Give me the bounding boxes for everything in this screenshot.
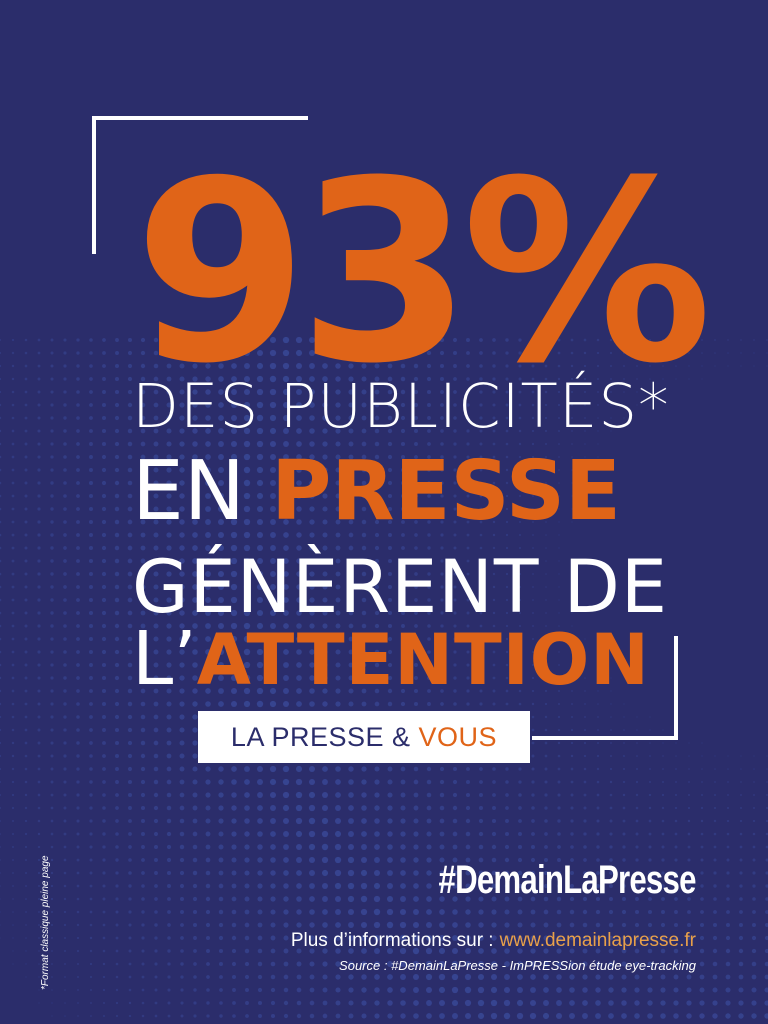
- more-info-label: Plus d’informations sur :: [290, 930, 494, 951]
- headline-line-4: L’ATTENTION: [132, 618, 650, 701]
- badge-part-1: LA PRESSE: [230, 721, 385, 752]
- corner-bracket-top-left: [92, 116, 308, 254]
- source-note: Source : #DemainLaPresse - ImPRESSion ét…: [339, 958, 696, 973]
- hashtag: #DemainLaPresse: [438, 858, 697, 902]
- badge-part-2: VOUS: [418, 721, 498, 752]
- website-link[interactable]: www.demainlapresse.fr: [499, 930, 696, 951]
- headline-line-1: DES PUBLICITÉS*: [132, 371, 670, 442]
- more-info-line: Plus d’informations sur : www.demainlapre…: [291, 930, 696, 952]
- headline-line-2-prefix: EN: [132, 444, 272, 539]
- badge-ampersand: &: [392, 721, 411, 752]
- headline-line-2: EN PRESSE: [132, 446, 621, 538]
- headline-line-3: GÉNÈRENT DE: [132, 545, 669, 630]
- headline-line-4-highlight: ATTENTION: [196, 619, 650, 701]
- headline-percent: 93%: [134, 127, 712, 418]
- la-presse-et-vous-badge: LA PRESSE & VOUS: [198, 711, 530, 763]
- headline-line-2-highlight: PRESSE: [271, 444, 621, 539]
- corner-bracket-bottom-right: [532, 636, 678, 740]
- headline-line-4-prefix: L’: [132, 616, 197, 702]
- format-side-note: *Format classique pleine page: [40, 855, 51, 990]
